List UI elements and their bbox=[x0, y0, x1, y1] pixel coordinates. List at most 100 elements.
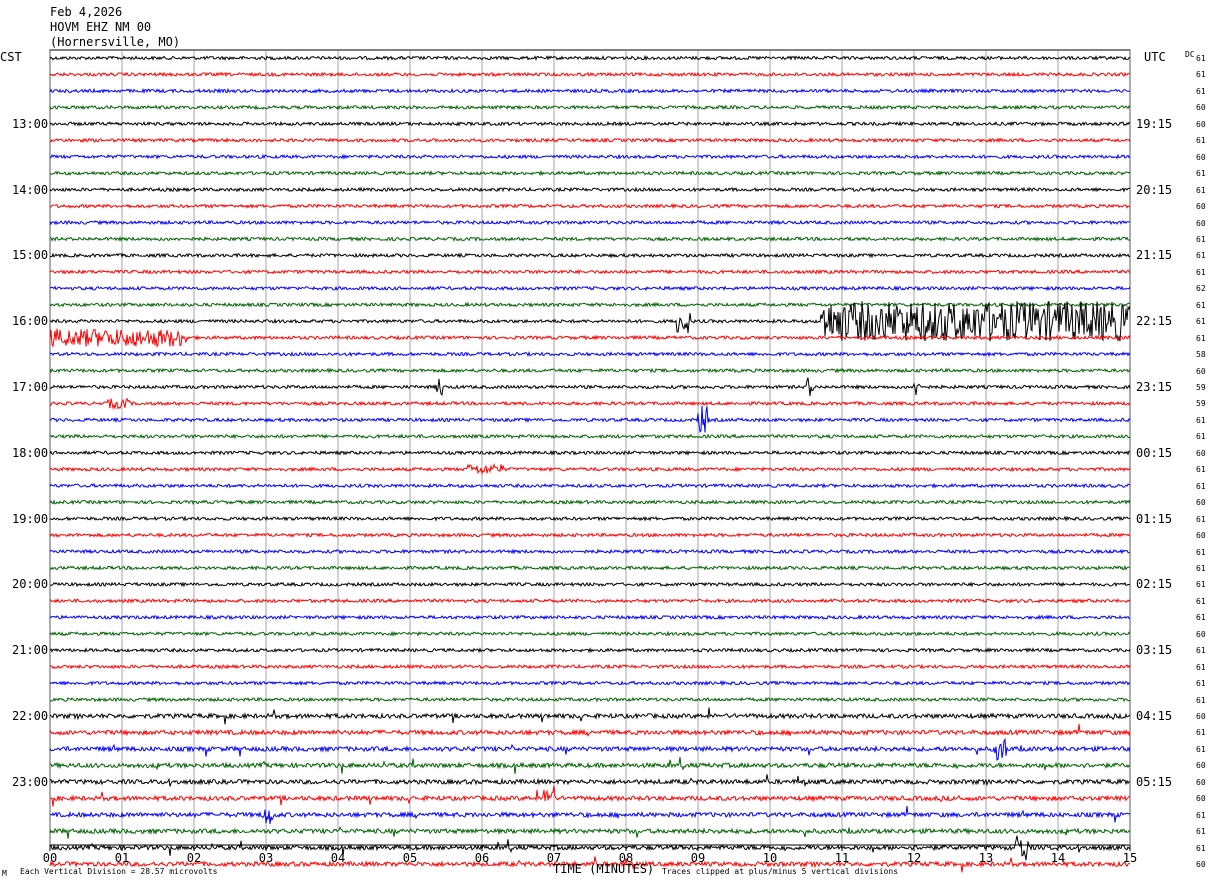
seismic-trace bbox=[49, 397, 1131, 410]
dc-offset-value: 61 bbox=[1196, 70, 1206, 80]
right-hour-label: 23:15 bbox=[1136, 380, 1173, 394]
right-hour-label: 05:15 bbox=[1136, 774, 1173, 789]
dc-offset-value: 61 bbox=[1196, 169, 1206, 179]
seismic-trace bbox=[49, 515, 1131, 522]
seismic-trace bbox=[49, 120, 1131, 127]
clip-note: Traces clipped at plus/minus 5 vertical … bbox=[662, 867, 899, 876]
seismic-trace bbox=[49, 301, 1131, 308]
left-hour-label: 19:00 bbox=[12, 511, 49, 526]
dc-offset-value: 61 bbox=[1196, 679, 1206, 689]
dc-offset-value: 61 bbox=[1196, 267, 1206, 277]
dc-offset-value: 61 bbox=[1196, 662, 1206, 672]
dc-offset-value: 61 bbox=[1196, 744, 1206, 754]
seismic-trace bbox=[49, 806, 1131, 824]
dc-offset-value: 61 bbox=[1196, 695, 1206, 705]
right-hour-label: 04:15 bbox=[1136, 709, 1173, 723]
right-hour-label: 21:15 bbox=[1136, 248, 1173, 263]
x-tick-label: 05 bbox=[402, 851, 418, 865]
station-label: HOVM EHZ NM 00 bbox=[50, 20, 152, 34]
dc-offset-value: 61 bbox=[1196, 333, 1206, 343]
seismic-trace bbox=[49, 71, 1131, 78]
seismic-trace bbox=[49, 54, 1131, 62]
dc-offset-value: 61 bbox=[1196, 185, 1206, 195]
plot-frame bbox=[49, 49, 1131, 846]
dc-offset-value: 61 bbox=[1196, 465, 1206, 475]
dc-offset-value: 60 bbox=[1196, 119, 1206, 129]
dc-offset-value: 61 bbox=[1196, 317, 1206, 327]
seismic-trace bbox=[49, 564, 1131, 572]
seismic-trace bbox=[49, 647, 1131, 654]
dc-offset-value: 61 bbox=[1196, 580, 1206, 590]
dc-offset-value: 61 bbox=[1196, 136, 1206, 146]
dc-offset-value: 60 bbox=[1196, 629, 1206, 639]
seismic-trace bbox=[49, 532, 1131, 538]
left-hour-label: 21:00 bbox=[12, 643, 49, 658]
dc-offset-value: 61 bbox=[1196, 728, 1206, 738]
dc-offset-value: 61 bbox=[1196, 646, 1206, 656]
seismic-trace bbox=[49, 449, 1131, 456]
seismic-trace bbox=[49, 235, 1131, 243]
seismic-trace bbox=[49, 723, 1131, 737]
seismic-trace bbox=[49, 219, 1131, 226]
seismic-trace bbox=[49, 169, 1131, 177]
x-tick-label: 13 bbox=[978, 851, 994, 865]
seismic-trace bbox=[49, 300, 1131, 343]
dc-offset-value: 61 bbox=[1196, 251, 1206, 261]
dc-offset-value: 61 bbox=[1196, 300, 1206, 310]
seismic-trace bbox=[49, 462, 1131, 476]
dc-label: DC bbox=[1185, 50, 1195, 59]
x-tick-label: 06 bbox=[474, 851, 490, 865]
left-hour-label: 16:00 bbox=[12, 314, 49, 329]
seismic-trace bbox=[49, 581, 1131, 588]
seismic-trace bbox=[49, 153, 1131, 160]
x-tick-label: 01 bbox=[114, 851, 130, 865]
dc-offset-value: 60 bbox=[1196, 202, 1206, 212]
dc-offset-value: 59 bbox=[1196, 383, 1206, 392]
right-hour-label: 02:15 bbox=[1136, 577, 1173, 592]
right-hour-label: 19:15 bbox=[1136, 116, 1173, 131]
dc-offset-value: 60 bbox=[1196, 103, 1206, 113]
dc-offset-value: 61 bbox=[1196, 54, 1206, 63]
seismic-trace bbox=[49, 663, 1131, 670]
x-tick-label: 09 bbox=[690, 851, 706, 865]
dc-offset-value: 60 bbox=[1196, 531, 1206, 541]
dc-offset-value: 60 bbox=[1196, 777, 1206, 787]
dc-offset-value: 61 bbox=[1196, 563, 1206, 573]
x-tick-label: 03 bbox=[258, 851, 274, 865]
seismic-trace bbox=[49, 433, 1131, 440]
seismic-trace bbox=[49, 268, 1131, 275]
right-hour-label: 22:15 bbox=[1136, 314, 1173, 329]
dc-offset-value: 61 bbox=[1196, 234, 1206, 244]
logo-mark: M bbox=[2, 869, 7, 878]
seismic-trace bbox=[49, 377, 1131, 397]
right-hour-label: 01:15 bbox=[1136, 511, 1173, 526]
seismic-trace bbox=[49, 499, 1131, 506]
dc-offset-value: 61 bbox=[1196, 415, 1206, 425]
left-hour-label: 13:00 bbox=[12, 116, 49, 131]
x-tick-label: 07 bbox=[546, 851, 562, 865]
date-label: Feb 4,2026 bbox=[50, 5, 123, 19]
x-axis-title: TIME (MINUTES) bbox=[553, 862, 655, 876]
seismic-trace bbox=[50, 252, 1131, 259]
seismic-trace bbox=[49, 405, 1131, 433]
x-tick-label: 00 bbox=[42, 851, 58, 865]
location-label: (Hornersville, MO) bbox=[50, 35, 181, 49]
seismic-trace bbox=[49, 350, 1131, 358]
dc-offset-value: 61 bbox=[1196, 827, 1206, 837]
dc-offset-value: 60 bbox=[1196, 498, 1206, 508]
dc-offset-value: 60 bbox=[1196, 218, 1206, 228]
left-hour-label: 15:00 bbox=[12, 248, 49, 263]
seismic-trace bbox=[49, 87, 1131, 95]
x-tick-label: 08 bbox=[618, 851, 634, 865]
dc-offset-value: 61 bbox=[1196, 481, 1206, 491]
seismic-trace bbox=[49, 835, 1131, 861]
dc-offset-value: 61 bbox=[1196, 613, 1206, 623]
seismic-trace bbox=[49, 328, 1131, 348]
seismic-trace bbox=[49, 614, 1131, 621]
seismic-trace bbox=[49, 696, 1131, 703]
dc-offset-value: 61 bbox=[1196, 86, 1206, 96]
left-hour-label: 23:00 bbox=[12, 774, 49, 789]
dc-offset-value: 60 bbox=[1196, 152, 1206, 162]
x-tick-label: 12 bbox=[906, 851, 922, 865]
